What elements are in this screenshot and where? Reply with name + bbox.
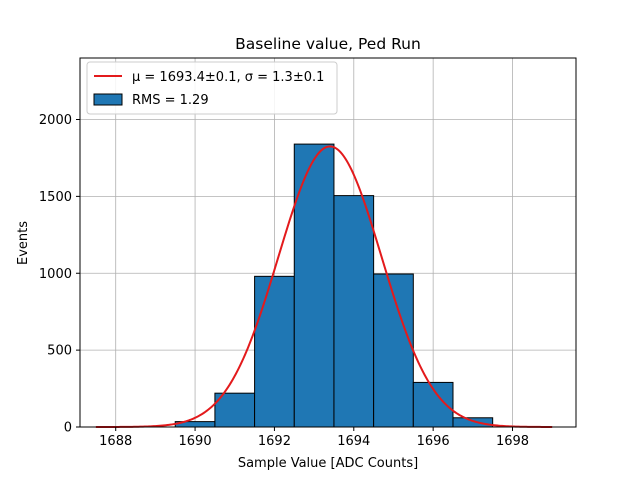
x-tick-label: 1690: [179, 434, 212, 449]
x-tick-label: 1694: [337, 434, 370, 449]
legend-fit-separator: ,: [236, 70, 244, 85]
x-tick-label: 1698: [496, 434, 529, 449]
histogram-bar: [293, 143, 335, 428]
legend-box: [86, 61, 338, 115]
y-tick-label: 1500: [39, 190, 72, 205]
histogram-bar: [214, 392, 256, 428]
x-axis-label: Sample Value [ADC Counts]: [238, 456, 418, 471]
plot-frame: [79, 57, 577, 428]
gaussian-fit-curve: [95, 145, 553, 428]
x-tick-label: 1692: [258, 434, 291, 449]
legend-hist-swatch: [93, 93, 123, 106]
histogram-bar: [333, 195, 375, 428]
y-axis-label: Events: [16, 221, 31, 265]
chart-title: Baseline value, Ped Run: [235, 35, 421, 53]
histogram-bar: [373, 273, 414, 428]
legend-fit-sigma: σ = 1.3±0.1: [245, 70, 325, 85]
legend-fit-mu: μ = 1693.4±0.1: [132, 70, 236, 85]
x-tick-label: 1688: [99, 434, 132, 449]
y-tick-label: 2000: [39, 113, 72, 128]
histogram-bar: [452, 417, 494, 428]
histogram-bar: [254, 275, 295, 428]
legend-hist-label: RMS = 1.29: [132, 93, 209, 108]
x-tick-label: 1696: [417, 434, 450, 449]
axis-ticks: 1688 1690 1692 1694 1696 1698 0 500 1000 1500 2000: [39, 113, 529, 449]
histogram-bars: [174, 143, 494, 428]
y-tick-label: 0: [64, 421, 72, 436]
y-tick-label: 1000: [39, 267, 72, 282]
gaussian-fit-layer: [95, 145, 553, 428]
y-tick-label: 500: [47, 344, 72, 359]
legend-fit-label: μ = 1693.4±0.1, σ = 1.3±0.1: [132, 70, 324, 85]
legend: μ = 1693.4±0.1, σ = 1.3±0.1 RMS = 1.29: [86, 61, 338, 115]
